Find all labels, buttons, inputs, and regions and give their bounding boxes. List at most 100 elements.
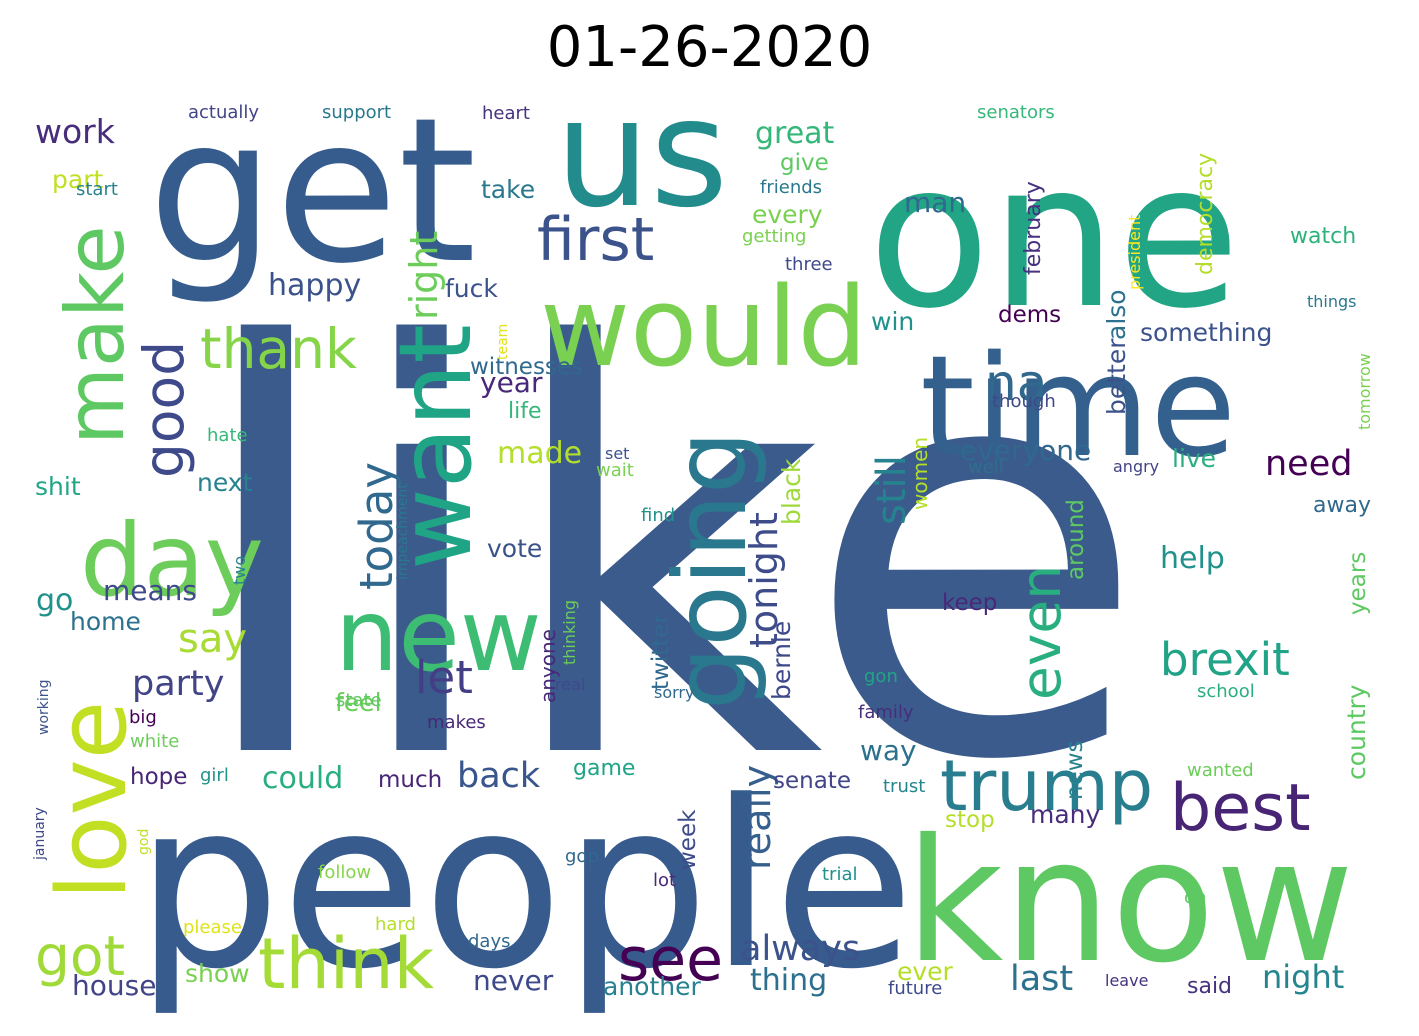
word-witnesses: witnesses <box>470 354 583 380</box>
word-fuck: fuck <box>445 274 498 303</box>
word-new: new <box>335 577 542 694</box>
word-part: part <box>52 165 103 194</box>
word-white: white <box>130 731 179 752</box>
word-three: three <box>785 254 833 275</box>
word-na: na <box>985 354 1047 412</box>
word-got: got <box>35 924 125 988</box>
word-always: always <box>740 929 860 969</box>
word-work: work <box>35 112 116 151</box>
word-dems: dems <box>998 302 1061 328</box>
word-actually: actually <box>188 102 259 123</box>
word-man: man <box>904 186 966 219</box>
word-thank: thank <box>200 317 357 381</box>
word-better: better <box>1102 338 1131 415</box>
word-future: future <box>888 978 942 999</box>
word-house: house <box>72 969 156 1002</box>
word-right: right <box>402 231 446 320</box>
word-follow: follow <box>318 862 371 883</box>
word-home: home <box>70 607 141 636</box>
word-brexit: brexit <box>1160 633 1290 686</box>
word-away: away <box>1313 493 1371 518</box>
word-real: real <box>555 675 585 694</box>
word-people: people <box>135 753 915 1020</box>
word-country: country <box>1342 684 1371 780</box>
word-much: much <box>378 767 442 793</box>
word-start: start <box>76 179 118 200</box>
word-really: really <box>735 765 779 870</box>
word-gop: gop <box>565 846 599 867</box>
word-love: love <box>38 701 148 900</box>
word-game: game <box>573 756 635 781</box>
word-well: well <box>968 457 1004 478</box>
word-like: like <box>188 231 1148 883</box>
word-though: though <box>992 391 1056 412</box>
word-would: would <box>540 263 867 391</box>
word-wait: wait <box>596 460 634 481</box>
word-never: never <box>473 964 554 997</box>
word-let: let <box>415 651 473 704</box>
word-ever: ever <box>897 957 954 986</box>
word-heart: heart <box>482 103 530 124</box>
word-lot: lot <box>653 870 676 891</box>
word-show: show <box>185 959 250 988</box>
word-trump: trump <box>940 745 1153 827</box>
word-news: news <box>1062 740 1088 800</box>
word-tomorrow: tomorrow <box>1355 353 1374 430</box>
word-state: state <box>336 690 382 711</box>
word-last: last <box>1010 959 1073 999</box>
word-first: first <box>537 205 654 275</box>
word-vote: vote <box>487 534 542 563</box>
word-women: women <box>908 437 932 510</box>
word-getting: getting <box>742 226 806 247</box>
word-another: another <box>603 972 701 1001</box>
word-hope: hope <box>130 764 187 790</box>
word-made: made <box>497 436 582 471</box>
word-see: see <box>618 925 723 995</box>
word-means: means <box>103 574 197 607</box>
word-win: win <box>871 307 914 336</box>
word-one: one <box>868 120 1240 353</box>
word-good: good <box>132 341 196 478</box>
word-every: every <box>752 200 823 229</box>
word-hate: hate <box>207 425 248 446</box>
word-week: week <box>675 809 701 870</box>
word-trial: trial <box>822 864 858 885</box>
word-family: family <box>858 702 914 723</box>
word-senators: senators <box>977 102 1055 123</box>
word-time: time <box>920 326 1236 489</box>
word-something: something <box>1140 318 1272 347</box>
word-trust: trust <box>883 776 925 797</box>
word-next: next <box>197 468 253 497</box>
word-stop: stop <box>945 807 995 833</box>
word-watch: watch <box>1290 224 1356 249</box>
word-going: going <box>652 431 769 710</box>
word-think: think <box>258 923 435 1005</box>
figure-title: 01-26-2020 <box>546 15 873 80</box>
word-need: need <box>1265 444 1352 484</box>
word-feel: feel <box>335 688 382 717</box>
word-january: january <box>32 807 48 861</box>
word-february: february <box>1021 181 1046 275</box>
word-sorry: sorry <box>654 683 694 702</box>
word-around: around <box>1063 499 1089 580</box>
word-tonight: tonight <box>742 512 786 648</box>
word-night: night <box>1262 958 1344 996</box>
word-us: us <box>555 67 728 241</box>
word-get: get <box>148 75 476 308</box>
word-hard: hard <box>375 914 416 935</box>
word-back: back <box>457 756 541 796</box>
word-great: great <box>755 116 835 151</box>
word-thing: thing <box>750 963 827 998</box>
word-school: school <box>1197 681 1255 702</box>
word-god: god <box>136 829 152 855</box>
word-please: please <box>183 917 242 938</box>
word-impeachment: impeachment <box>395 483 411 580</box>
word-say: say <box>178 616 247 662</box>
word-working: working <box>36 679 52 735</box>
word-things: things <box>1307 292 1357 311</box>
word-year: year <box>480 366 543 399</box>
word-day: day <box>80 502 264 619</box>
word-black: black <box>777 458 806 525</box>
